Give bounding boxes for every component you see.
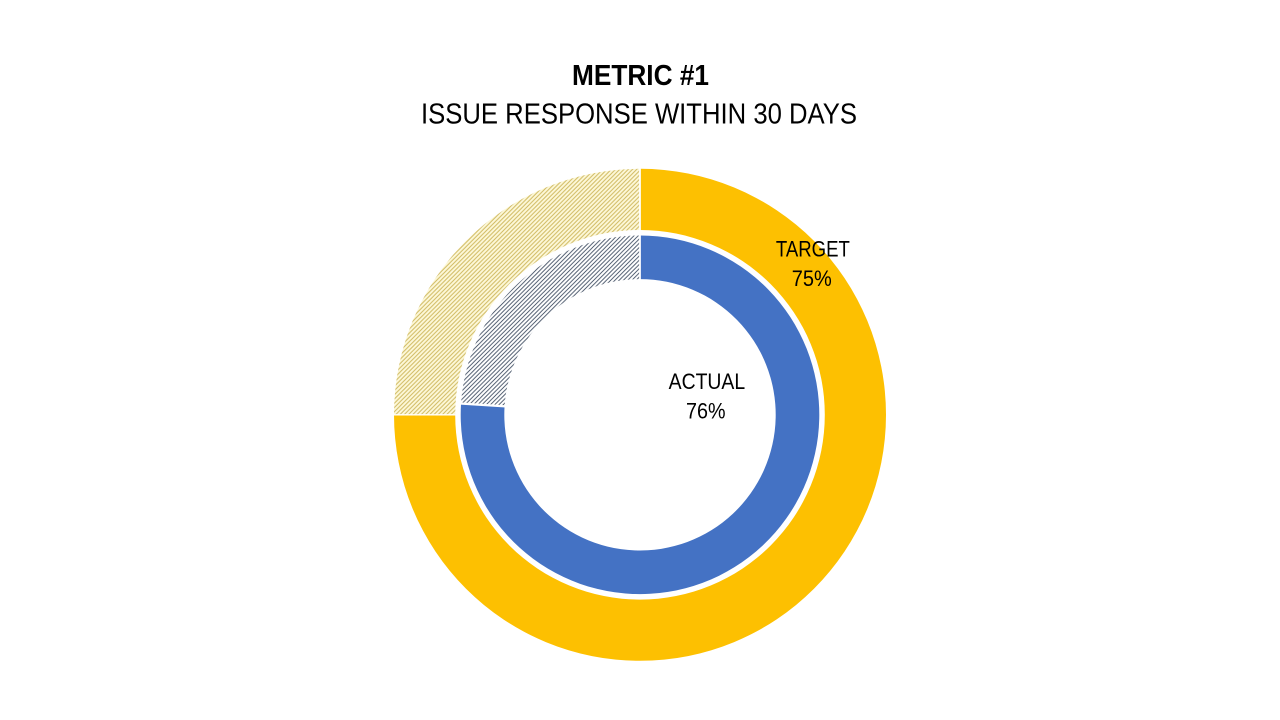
svg-text:ACTUAL: ACTUAL <box>669 369 746 394</box>
svg-text:TARGET: TARGET <box>776 236 850 261</box>
svg-text:METRIC #1: METRIC #1 <box>572 60 709 92</box>
svg-text:ISSUE RESPONSE WITHIN 30 DAYS: ISSUE RESPONSE WITHIN 30 DAYS <box>421 98 857 130</box>
svg-text:75%: 75% <box>792 266 832 291</box>
svg-text:76%: 76% <box>686 398 726 423</box>
